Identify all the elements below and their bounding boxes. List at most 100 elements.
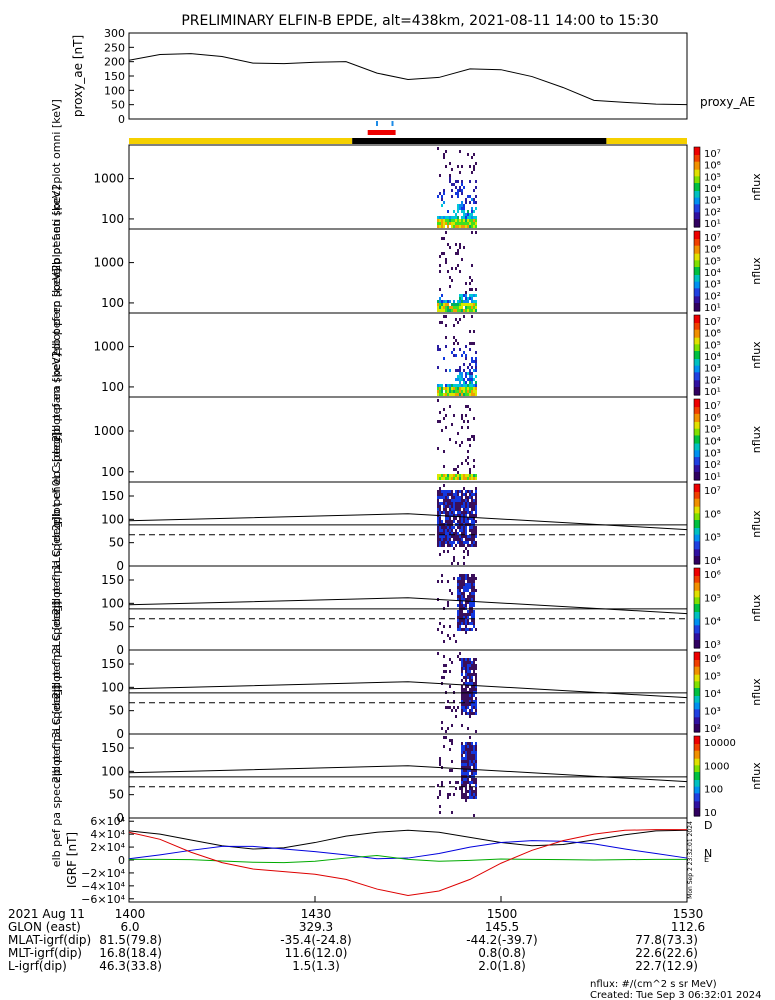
spectrogram-pixel xyxy=(469,736,471,739)
spectrogram-pixel xyxy=(453,700,455,703)
colorbar-band xyxy=(694,375,700,377)
spectrogram-pixel xyxy=(455,390,457,393)
colorbar-band xyxy=(694,517,700,520)
spectrogram-pixel xyxy=(445,300,447,303)
spectrogram-pixel xyxy=(475,754,477,757)
colorbar-band xyxy=(694,532,700,534)
spectrogram-pixel xyxy=(439,174,441,177)
spectrogram-pixel xyxy=(457,511,459,514)
ae-ylabel: proxy_ae [nT] xyxy=(71,35,85,117)
spectrogram-pixel xyxy=(439,477,441,480)
spectrogram-pixel xyxy=(463,769,465,772)
spectrogram-pixel xyxy=(469,348,471,351)
spectrogram-pixel xyxy=(469,670,471,673)
spectrogram-pixel xyxy=(467,309,469,312)
colorbar-band xyxy=(694,260,700,263)
spectrogram-pixel xyxy=(467,420,469,423)
spectrogram-pixel xyxy=(475,201,477,204)
spectrogram-pixel xyxy=(467,505,469,508)
spectrogram-pixel xyxy=(469,748,471,751)
spectrogram-pixel xyxy=(475,384,477,387)
colorbar-band xyxy=(694,502,700,505)
spectrogram-pixel xyxy=(461,532,463,535)
spectrogram-pixel xyxy=(465,625,467,628)
colorbar-band xyxy=(694,168,700,171)
spectrogram-pixel xyxy=(463,204,465,207)
spectrogram-pixel xyxy=(467,306,469,309)
spectrogram-pixel xyxy=(463,703,465,706)
colorbar-band xyxy=(694,372,700,375)
spectrogram-pixel xyxy=(461,505,463,508)
spectrogram-pixel xyxy=(467,456,469,459)
spectrogram-pixel xyxy=(445,535,447,538)
spectrogram-pixel xyxy=(463,246,465,249)
colorbar-band xyxy=(694,792,700,794)
spectrogram-pixel xyxy=(467,616,469,619)
spectrogram-pixel xyxy=(437,219,439,222)
spectrogram-pixel xyxy=(473,757,475,760)
spectrogram-pixel xyxy=(457,610,459,613)
spectrogram-pixel xyxy=(437,345,439,348)
spectrogram-pixel xyxy=(473,538,475,541)
spectrogram-pixel xyxy=(471,511,473,514)
spectrogram-pixel xyxy=(469,496,471,499)
xaxis-cell: 22.6(22.6) xyxy=(635,946,698,960)
colorbar-band xyxy=(694,237,700,240)
spectrogram-pixel xyxy=(461,258,463,261)
colorbar-band xyxy=(694,367,700,369)
spectrogram-pixel xyxy=(451,535,453,538)
colorbar-band xyxy=(694,400,700,403)
spectrogram-pixel xyxy=(465,661,467,664)
spectrogram-pixel xyxy=(461,667,463,670)
spectrogram-pixel xyxy=(465,619,467,622)
spectrogram-pixel xyxy=(453,535,455,538)
spectrogram-pixel xyxy=(465,405,467,408)
spectrogram-pixel xyxy=(471,745,473,748)
colorbar-tick-label: 10⁵ xyxy=(704,593,721,604)
spectrogram-pixel xyxy=(457,496,459,499)
colorbar-band xyxy=(694,604,700,606)
colorbar-band xyxy=(694,431,700,434)
spectrogram-pixel xyxy=(463,697,465,700)
colorbar-tick-label: 100 xyxy=(704,785,723,796)
spectrogram-pixel xyxy=(443,532,445,535)
colorbar-band xyxy=(694,762,700,765)
spectrogram-pixel xyxy=(459,622,461,625)
panel-frame xyxy=(128,565,688,651)
spectrogram-pixel xyxy=(447,393,449,396)
spectrogram-pixel xyxy=(445,306,447,309)
colorbar-band xyxy=(694,598,700,601)
spectrogram-pixel xyxy=(473,384,475,387)
spectrogram-pixel xyxy=(455,517,457,520)
spectrogram-pixel xyxy=(437,538,439,541)
spectrogram-pixel xyxy=(451,387,453,390)
spectrogram-pixel xyxy=(461,658,463,661)
spectrogram-pixel xyxy=(449,511,451,514)
colorbar-band xyxy=(694,368,700,371)
colorbar-band xyxy=(694,325,700,328)
spectrogram-pixel xyxy=(467,613,469,616)
colorbar-band xyxy=(694,352,700,355)
spectrogram-pixel xyxy=(443,303,445,306)
colorbar-frame xyxy=(693,483,701,565)
spectrogram-pixel xyxy=(471,156,473,159)
colorbar-band xyxy=(694,548,700,550)
spectrogram-pixel xyxy=(453,354,455,357)
spectrogram-pixel xyxy=(463,303,465,306)
colorbar-band xyxy=(694,668,700,670)
colorbar-band xyxy=(694,351,700,353)
spectrogram-pixel xyxy=(467,405,469,408)
spectrogram-pixel xyxy=(473,477,475,480)
spectrogram-pixel xyxy=(473,589,475,592)
spectrogram-pixel xyxy=(463,186,465,189)
colorbar-band xyxy=(694,689,700,692)
spectrogram-pixel xyxy=(437,511,439,514)
colorbar-band xyxy=(694,721,700,724)
spectrogram-pixel xyxy=(457,384,459,387)
spectrogram-pixel xyxy=(461,781,463,784)
spectrogram-pixel xyxy=(443,252,445,255)
spectrogram-pixel xyxy=(447,541,449,544)
colorbar-band xyxy=(694,584,700,586)
colorbar-band xyxy=(694,554,700,557)
colorbar-band xyxy=(694,269,700,272)
